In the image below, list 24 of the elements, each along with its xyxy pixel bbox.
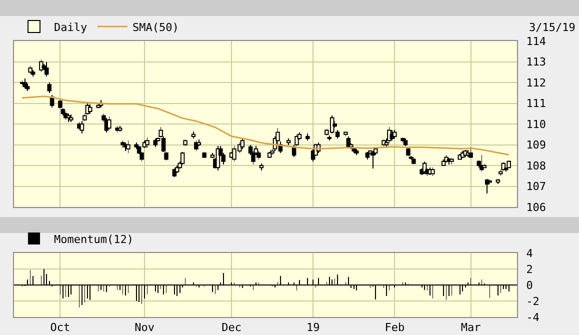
x-tick-label: Mar xyxy=(460,321,482,334)
legend-label: SMA(50) xyxy=(132,20,179,34)
y-tick-label: 106 xyxy=(526,200,546,214)
x-tick-label: Dec xyxy=(222,321,242,334)
y-tick-label: 113 xyxy=(526,56,546,69)
y-tick-label: 111 xyxy=(526,97,546,110)
legend-label: Momentum(12) xyxy=(54,232,134,246)
y-tick-label: -4 xyxy=(526,310,540,324)
y-tick-label: 109 xyxy=(526,138,546,152)
y-tick-label: 108 xyxy=(526,159,546,172)
y-tick-label: 2 xyxy=(526,262,533,276)
y-tick-label: -2 xyxy=(526,294,540,308)
legend-label: Daily xyxy=(54,20,88,34)
y-tick-label: 107 xyxy=(526,180,546,194)
y-tick-label: 110 xyxy=(526,118,546,131)
text: 3/15/19 xyxy=(529,21,576,34)
y-tick-label: 112 xyxy=(526,76,546,90)
y-tick-label: 4 xyxy=(526,246,534,260)
y-tick-label: 0 xyxy=(526,278,533,292)
x-tick-label: Oct xyxy=(50,321,70,334)
x-tick-label: Nov xyxy=(134,321,155,334)
x-tick-label: Feb xyxy=(384,321,405,334)
y-tick-label: 114 xyxy=(526,34,546,48)
x-tick-label: 19 xyxy=(306,321,320,334)
